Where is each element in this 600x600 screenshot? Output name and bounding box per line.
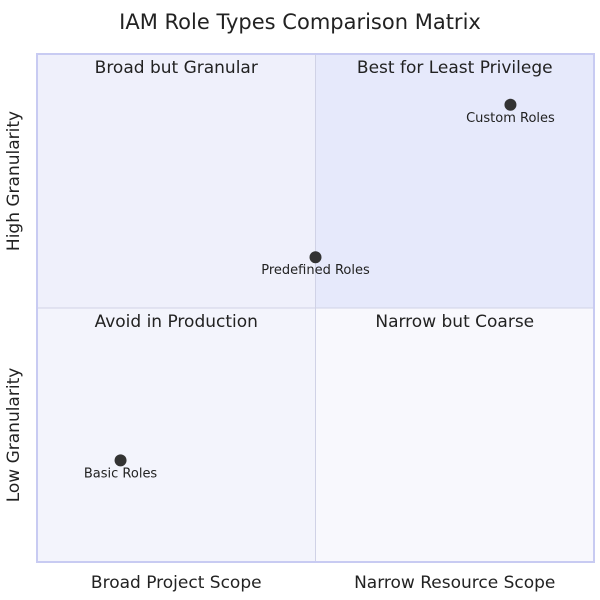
quadrant-bottom-left bbox=[37, 308, 316, 562]
y-axis-label-top: High Granularity bbox=[4, 111, 24, 251]
quadrant-label-layer: Best for Least Privilege Broad but Granul… bbox=[95, 58, 553, 332]
x-axis-label-right: Narrow Resource Scope bbox=[354, 573, 555, 593]
quadrant-top-left bbox=[37, 54, 316, 308]
quadrant-label-bottom-right: Narrow but Coarse bbox=[375, 312, 534, 332]
quadrant-bottom-right bbox=[315, 308, 594, 562]
quadrant-layer bbox=[37, 54, 594, 562]
point-basic-roles bbox=[114, 454, 127, 467]
point-label-basic-roles: Basic Roles bbox=[84, 466, 158, 481]
point-predefined-roles bbox=[309, 251, 322, 264]
plot-border bbox=[36, 53, 595, 563]
point-layer: Custom Roles Predefined Roles Basic Roles bbox=[84, 98, 555, 481]
quadrant-top-right bbox=[315, 54, 594, 308]
point-label-predefined-roles: Predefined Roles bbox=[261, 263, 370, 278]
point-label-custom-roles: Custom Roles bbox=[466, 111, 555, 126]
point-custom-roles bbox=[504, 98, 517, 111]
quadrant-label-top-left: Broad but Granular bbox=[95, 58, 258, 78]
y-axis-label-bottom: Low Granularity bbox=[4, 368, 24, 503]
quadrant-label-bottom-left: Avoid in Production bbox=[95, 312, 258, 332]
x-axis-label-left: Broad Project Scope bbox=[91, 573, 262, 593]
quadrant-label-top-right: Best for Least Privilege bbox=[357, 58, 553, 78]
chart-title: IAM Role Types Comparison Matrix bbox=[119, 10, 481, 34]
divider-layer bbox=[37, 54, 594, 562]
